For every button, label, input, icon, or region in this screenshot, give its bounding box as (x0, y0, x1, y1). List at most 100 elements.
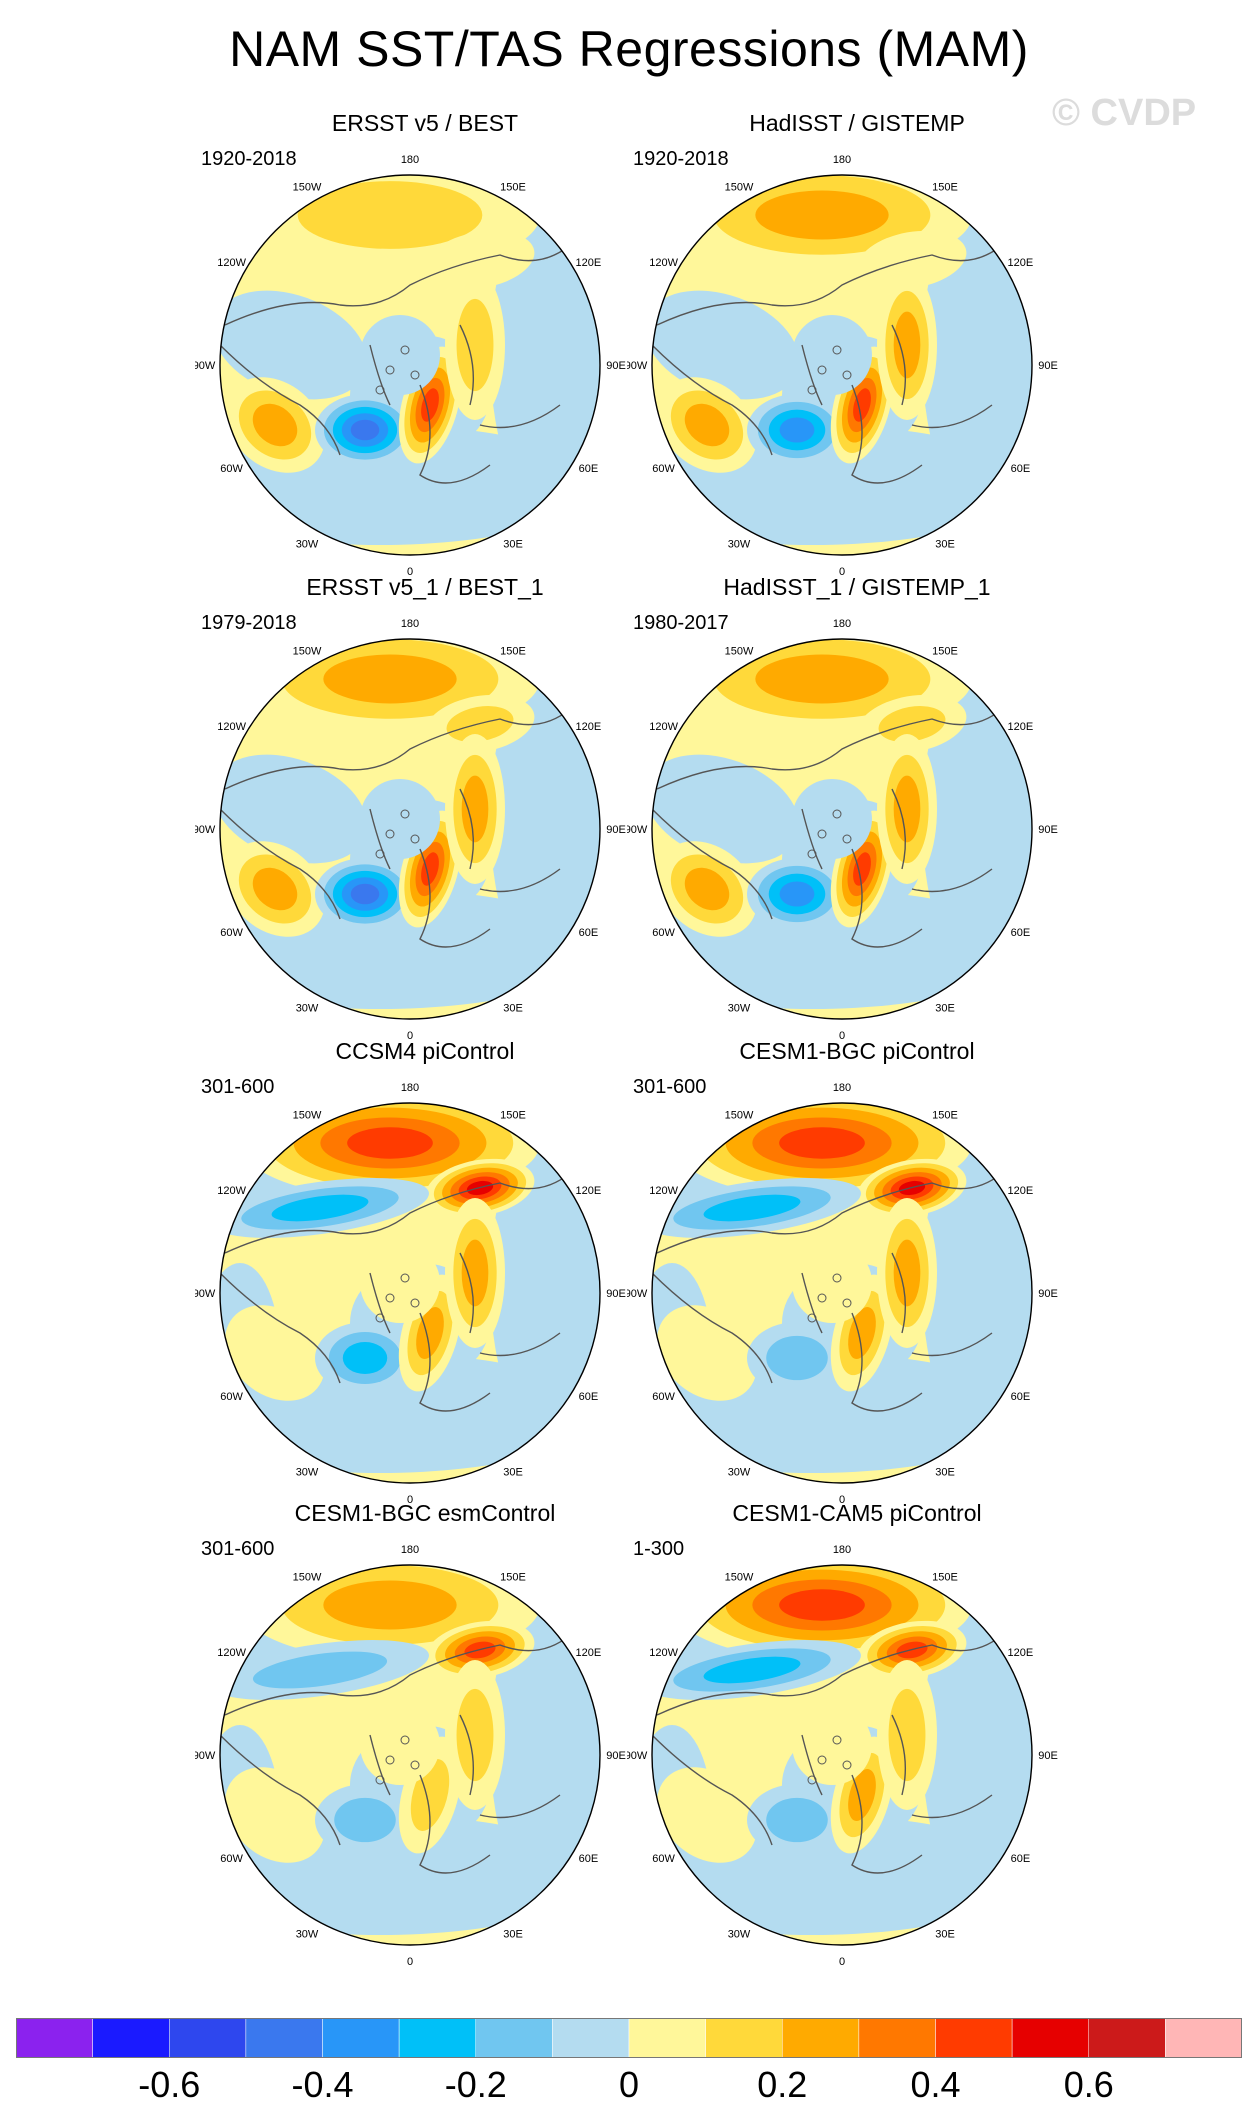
coastline (851, 1312, 923, 1412)
longitude-label: 0 (407, 1956, 413, 1968)
coastline (479, 1794, 561, 1819)
longitude-label: 60W (652, 927, 675, 939)
longitude-label: 90W (195, 824, 216, 836)
coastline (801, 1272, 823, 1334)
longitude-label: 30W (728, 538, 751, 550)
panel-title: ERSST v5 / BEST (331, 110, 519, 136)
coastline (801, 1734, 823, 1796)
longitude-label: 90E (1038, 360, 1058, 372)
coastline (369, 808, 391, 870)
north-pacific-anomaly (347, 1127, 433, 1159)
coastline (891, 324, 906, 406)
west-atlantic-anomaly (684, 403, 730, 447)
panel-years: 1920-2018 (201, 148, 297, 170)
siberia-anomaly (888, 1688, 926, 1782)
colorbar-tick-label: 0.2 (757, 2064, 808, 2105)
longitude-label: 60E (579, 463, 599, 475)
island (400, 1273, 410, 1283)
panel-years: 301-600 (633, 1076, 707, 1098)
west-atlantic-anomaly (656, 1767, 758, 1863)
panel-years: 1980-2017 (633, 612, 729, 634)
coastline (911, 1794, 993, 1819)
coastline (419, 1774, 491, 1874)
map-boundary (651, 1564, 1033, 1946)
longitude-label: 60W (652, 1853, 675, 1865)
eurasia-anomaly (853, 852, 871, 886)
coastline (224, 244, 571, 326)
coastline (419, 384, 491, 484)
map-boundary (219, 1102, 601, 1484)
longitude-label: 150E (932, 182, 958, 194)
polar-map: 180 150E 120E 90E 60E 30E 0 30W 60W 90W 120W 150W (195, 154, 626, 578)
colorbar-tick-label: 0.6 (1063, 2064, 1114, 2105)
coastline (656, 1634, 1003, 1716)
map-boundary (219, 1564, 601, 1946)
longitude-label: 120E (1008, 1647, 1034, 1659)
coastline (652, 344, 773, 456)
panel-years: 1920-2018 (633, 148, 729, 170)
longitude-label: 60W (652, 1391, 675, 1403)
longitude-label: 30E (935, 1466, 955, 1478)
longitude-label: 150E (932, 1572, 958, 1584)
longitude-label: 120W (217, 721, 246, 733)
longitude-label: 30W (728, 1466, 751, 1478)
longitude-label: 30E (935, 1928, 955, 1940)
longitude-label: 120W (217, 1647, 246, 1659)
longitude-label: 0 (839, 566, 845, 578)
island (400, 345, 410, 355)
southeast-negative (947, 1845, 1032, 1945)
coastline (891, 1252, 906, 1334)
map-boundary (651, 638, 1033, 1020)
coastline (369, 1734, 391, 1796)
west-atlantic-anomaly (252, 403, 298, 447)
longitude-label: 150E (500, 646, 526, 658)
island (807, 385, 817, 395)
longitude-label: 60W (220, 1853, 243, 1865)
island (410, 1298, 420, 1308)
map-boundary (219, 638, 601, 1020)
island (410, 370, 420, 380)
north-atlantic-anomaly (342, 1342, 388, 1374)
longitude-label: 180 (833, 1544, 851, 1556)
southeast-negative (515, 1383, 600, 1483)
siberia-anomaly (893, 311, 921, 379)
colorbar-tick-label: 0 (618, 2064, 640, 2105)
coastline (419, 848, 491, 948)
north-atlantic-anomaly (350, 883, 380, 905)
island (817, 365, 827, 375)
north-america-negative (652, 754, 800, 864)
coastline (459, 788, 474, 870)
longitude-label: 150E (932, 646, 958, 658)
island (385, 365, 395, 375)
colorbar-tick-label: -0.6 (138, 2064, 201, 2105)
north-atlantic-anomaly (766, 1797, 828, 1843)
island (385, 1755, 395, 1765)
longitude-label: 150W (293, 1572, 322, 1584)
island (807, 1313, 817, 1323)
longitude-label: 150E (500, 1572, 526, 1584)
island (375, 385, 385, 395)
island (375, 1313, 385, 1323)
coastline (220, 808, 341, 920)
longitude-label: 120W (649, 721, 678, 733)
longitude-label: 150E (932, 1110, 958, 1122)
map-boundary (651, 174, 1033, 556)
coastline (220, 344, 341, 456)
colorbar-swatch (552, 2018, 630, 2058)
longitude-label: 30W (728, 1928, 751, 1940)
longitude-label: 90E (1038, 824, 1058, 836)
longitude-label: 120E (576, 257, 602, 269)
north-atlantic-anomaly (766, 1335, 828, 1381)
colorbar-swatch (858, 2018, 936, 2058)
siberia-anomaly (456, 1688, 494, 1782)
colorbar-swatch (245, 2018, 323, 2058)
longitude-label: 90E (1038, 1288, 1058, 1300)
figure-title: NAM SST/TAS Regressions (MAM) (229, 21, 1029, 77)
panel-years: 301-600 (201, 1538, 275, 1560)
polar-map: 180 150E 120E 90E 60E 30E 0 30W 60W 90W 120W 150W (195, 1082, 626, 1506)
coastline (224, 1634, 571, 1716)
longitude-label: 150W (725, 1572, 754, 1584)
coastline (220, 1272, 341, 1384)
north-pacific-anomaly (755, 190, 889, 240)
map-panel: 180 150E 120E 90E 60E 30E 0 30W 60W 90W 120W 150W ER… (195, 574, 655, 1044)
